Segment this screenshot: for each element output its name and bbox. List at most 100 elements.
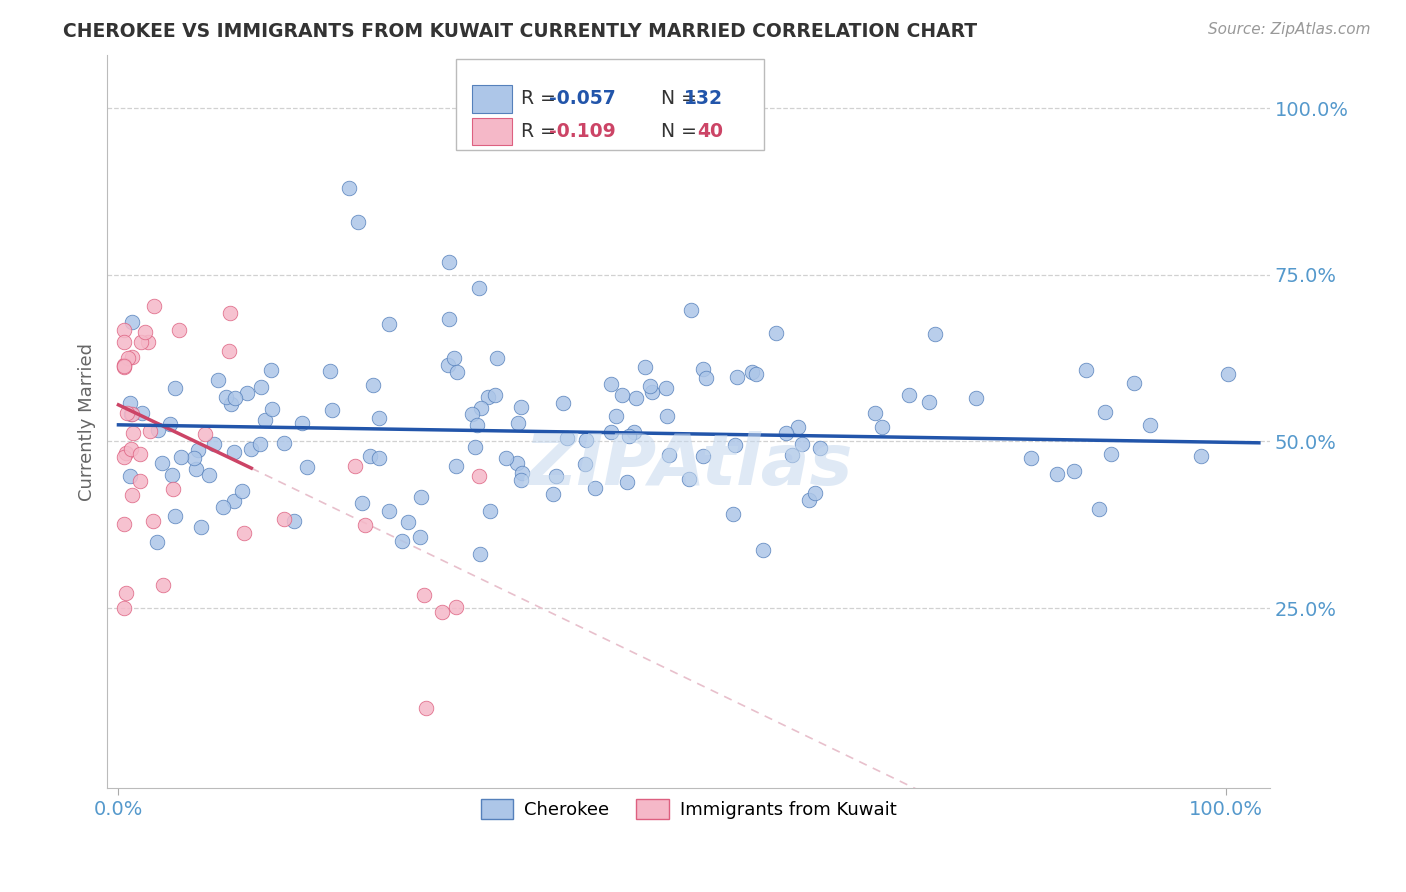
Point <box>187 442 209 457</box>
Point <box>918 395 941 409</box>
Point <box>446 458 468 473</box>
Point <box>359 450 381 464</box>
Point <box>775 426 797 441</box>
Point <box>439 254 461 268</box>
Point <box>640 379 662 393</box>
Point <box>446 365 468 379</box>
Point <box>460 407 482 421</box>
Point <box>658 448 681 462</box>
Point <box>222 493 245 508</box>
Point <box>1087 502 1109 516</box>
Point <box>430 605 453 619</box>
Point <box>1216 367 1239 381</box>
Point <box>470 401 492 415</box>
Text: -0.109: -0.109 <box>550 122 616 141</box>
Point <box>350 496 373 510</box>
Point <box>152 578 174 592</box>
Point <box>409 530 432 544</box>
Point <box>477 390 499 404</box>
Point <box>233 525 256 540</box>
Point <box>163 380 186 394</box>
Point <box>965 391 987 405</box>
Point <box>112 517 135 532</box>
Point <box>415 701 437 715</box>
Point <box>541 487 564 501</box>
Point <box>485 351 508 365</box>
Point <box>623 425 645 439</box>
Point <box>273 436 295 450</box>
Point <box>574 457 596 471</box>
Point <box>612 388 634 402</box>
Point <box>184 461 207 475</box>
Point <box>260 402 283 417</box>
Point <box>1099 447 1122 461</box>
Y-axis label: Currently Married: Currently Married <box>79 343 96 500</box>
Point <box>219 306 242 320</box>
Point <box>231 484 253 499</box>
Point <box>605 409 627 423</box>
Point <box>444 600 467 615</box>
Legend: Cherokee, Immigrants from Kuwait: Cherokee, Immigrants from Kuwait <box>474 792 904 827</box>
Point <box>439 311 461 326</box>
Point <box>121 351 143 365</box>
Point <box>599 425 621 439</box>
Point <box>190 520 212 534</box>
Point <box>134 325 156 339</box>
Text: Source: ZipAtlas.com: Source: ZipAtlas.com <box>1208 22 1371 37</box>
Text: N =: N = <box>661 122 703 141</box>
Point <box>634 359 657 374</box>
Point <box>346 215 368 229</box>
Point <box>283 514 305 528</box>
Point <box>546 469 568 483</box>
Point <box>163 508 186 523</box>
Point <box>808 441 831 455</box>
Point <box>510 400 533 414</box>
Point <box>725 370 748 384</box>
Point <box>391 533 413 548</box>
Point <box>1189 449 1212 463</box>
Point <box>291 416 314 430</box>
Point <box>468 469 491 483</box>
Point <box>692 362 714 376</box>
Point <box>236 386 259 401</box>
Text: 40: 40 <box>697 122 723 141</box>
Point <box>583 481 606 495</box>
Point <box>207 373 229 387</box>
Point <box>219 397 242 411</box>
Point <box>143 299 166 313</box>
Point <box>897 387 920 401</box>
Point <box>202 436 225 450</box>
Point <box>780 448 803 462</box>
Text: ZIPAtlas: ZIPAtlas <box>524 431 853 500</box>
Point <box>162 482 184 496</box>
Point <box>495 450 517 465</box>
Point <box>870 419 893 434</box>
Point <box>363 378 385 392</box>
Point <box>321 403 343 417</box>
Point <box>224 391 246 405</box>
FancyBboxPatch shape <box>471 85 512 112</box>
Point <box>412 588 434 602</box>
Point <box>120 407 142 421</box>
Point <box>117 351 139 365</box>
Point <box>1046 467 1069 482</box>
Text: R =: R = <box>522 89 562 108</box>
Point <box>510 466 533 480</box>
Point <box>695 371 717 385</box>
Point <box>121 488 143 502</box>
Point <box>786 420 808 434</box>
Point <box>1139 417 1161 432</box>
Point <box>118 468 141 483</box>
Point <box>804 485 827 500</box>
Point <box>239 442 262 456</box>
Point <box>120 442 142 457</box>
Point <box>551 396 574 410</box>
Point <box>678 472 700 486</box>
Point <box>679 303 702 318</box>
Point <box>128 447 150 461</box>
Point <box>249 436 271 450</box>
Point <box>924 326 946 341</box>
Point <box>396 515 419 529</box>
Point <box>222 445 245 459</box>
Point <box>790 437 813 451</box>
